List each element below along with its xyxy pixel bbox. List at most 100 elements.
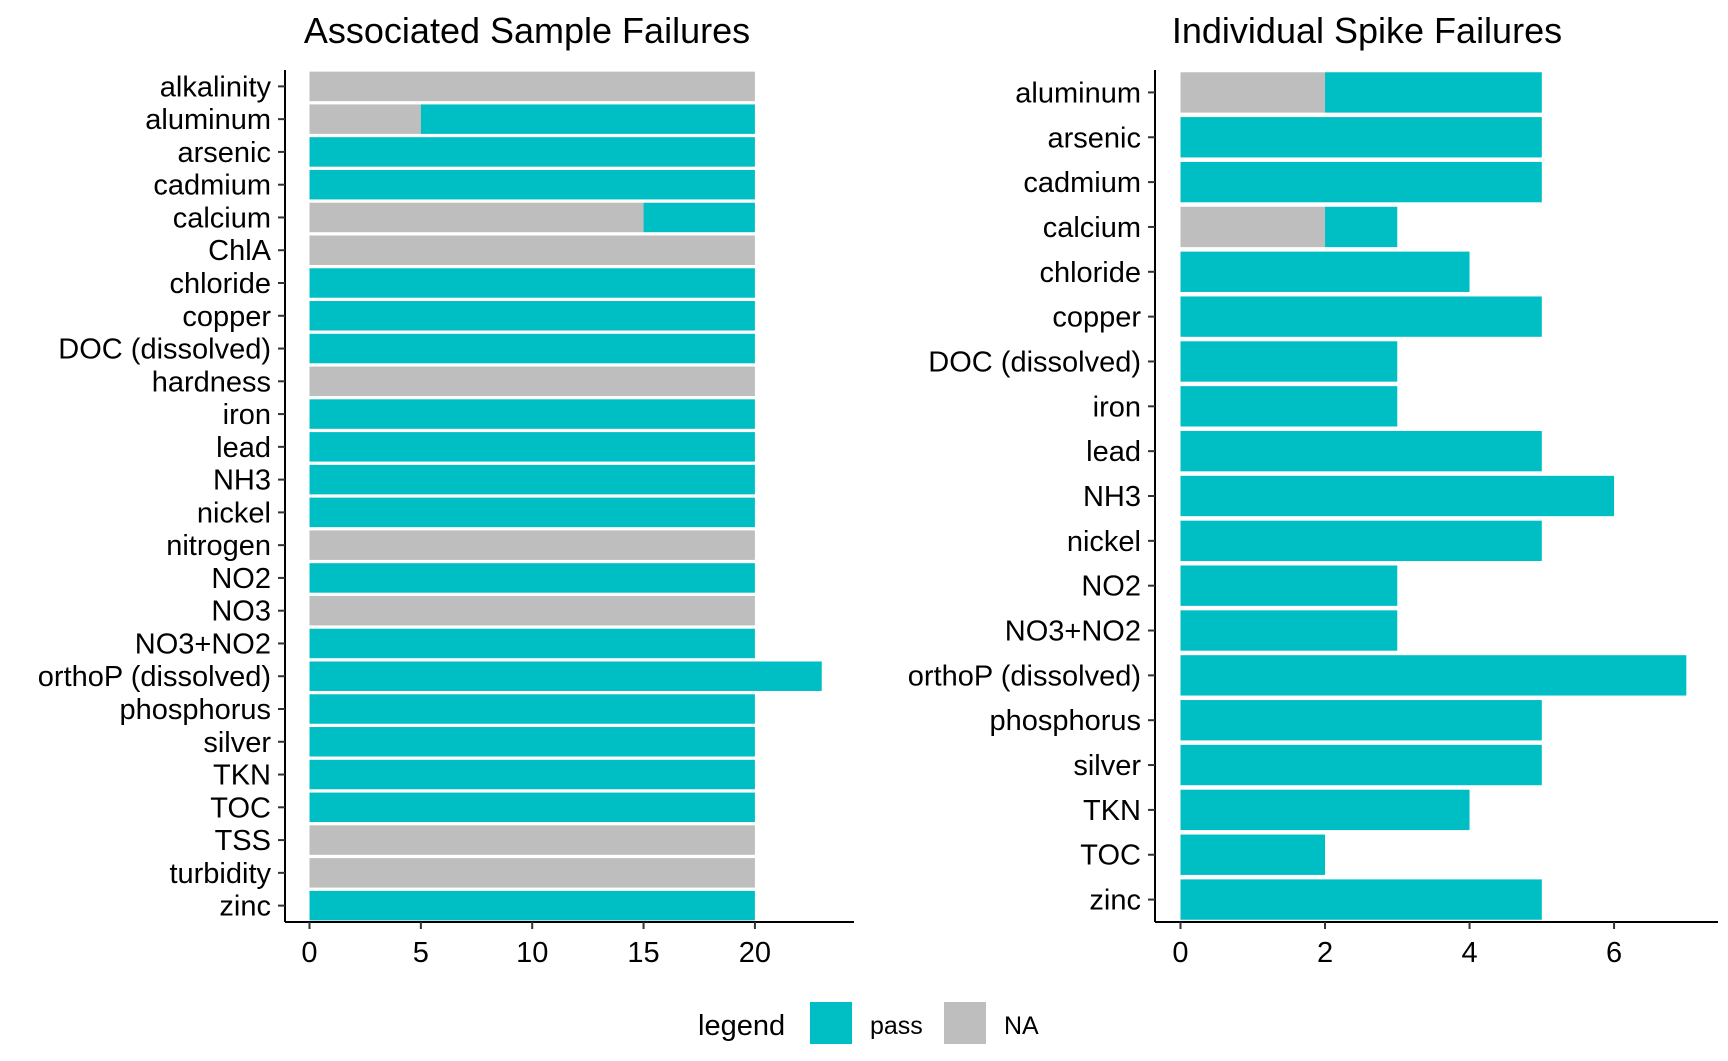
bar-tkn-pass	[309, 759, 755, 790]
bar-tkn-pass	[1180, 789, 1470, 831]
category-label: iron	[1093, 391, 1141, 423]
bar-alkalinity-na	[309, 71, 755, 102]
legend-title: legend	[698, 1010, 785, 1042]
category-label: copper	[1052, 302, 1141, 334]
bar-silver-pass	[1180, 744, 1542, 786]
bar-iron-pass	[309, 399, 755, 429]
bar-calcium-pass	[643, 202, 755, 233]
x-tick-label: 6	[1606, 937, 1622, 969]
category-label: calcium	[173, 202, 271, 234]
bar-doc-dissolved-pass	[309, 333, 755, 364]
legend: legend pass NA	[698, 1002, 1039, 1044]
bar-calcium-na	[309, 202, 644, 233]
category-label: nitrogen	[166, 530, 271, 562]
bar-copper-pass	[309, 301, 755, 331]
bar-nh3-pass	[309, 464, 755, 495]
bar-zinc-pass	[1180, 879, 1542, 920]
bar-chloride-pass	[1180, 251, 1470, 292]
bar-lead-pass	[309, 432, 755, 462]
bar-zinc-pass	[309, 890, 755, 921]
category-label: NO2	[1081, 571, 1141, 603]
bar-no3-no2-pass	[309, 628, 755, 659]
category-label: zinc	[1089, 885, 1141, 917]
bar-orthop-dissolved-pass	[309, 661, 822, 691]
x-tick-label: 15	[627, 937, 659, 969]
category-label: aluminum	[145, 104, 271, 136]
bar-doc-dissolved-pass	[1180, 341, 1398, 382]
category-label: cadmium	[1023, 167, 1141, 199]
bar-phosphorus-pass	[1180, 700, 1542, 741]
category-label: NO2	[211, 563, 271, 595]
category-label: arsenic	[178, 137, 272, 169]
x-tick-label: 5	[413, 937, 429, 969]
bar-tss-na	[309, 825, 755, 855]
bar-iron-pass	[1180, 386, 1398, 427]
bar-toc-pass	[309, 792, 755, 823]
category-label: lead	[1086, 436, 1141, 468]
bar-silver-pass	[309, 727, 755, 757]
category-label: TOC	[210, 792, 271, 824]
x-tick-label: 10	[516, 937, 548, 969]
bar-turbidity-na	[309, 858, 755, 888]
category-label: TKN	[213, 760, 271, 792]
category-label: zinc	[219, 891, 271, 923]
legend-swatch-na	[944, 1002, 986, 1044]
bar-nickel-pass	[309, 497, 755, 528]
category-label: phosphorus	[119, 694, 271, 726]
x-tick-label: 2	[1317, 937, 1333, 969]
panel-associated-sample-failures: Associated Sample Failures alkalinityalu…	[38, 10, 854, 969]
legend-swatch-pass	[810, 1002, 852, 1044]
bar-nh3-pass	[1180, 475, 1615, 517]
bar-chla-na	[309, 235, 755, 265]
category-label: DOC (dissolved)	[928, 346, 1141, 378]
category-label: orthoP (dissolved)	[908, 660, 1141, 692]
category-label: NH3	[1083, 481, 1141, 513]
category-label: silver	[1073, 750, 1141, 782]
bar-no3-na	[309, 595, 755, 626]
category-label: copper	[182, 301, 271, 333]
category-label: TOC	[1080, 840, 1141, 872]
bar-no3-no2-pass	[1180, 610, 1398, 651]
category-label: chloride	[169, 268, 271, 300]
bar-calcium-na	[1180, 206, 1326, 248]
bar-aluminum-na	[309, 104, 421, 134]
category-label: iron	[223, 399, 271, 431]
legend-label-na: NA	[1004, 1012, 1039, 1040]
bar-aluminum-pass	[1325, 72, 1542, 113]
bar-hardness-na	[309, 366, 755, 397]
category-label: arsenic	[1048, 122, 1142, 154]
category-label: TSS	[215, 825, 271, 857]
category-label: NH3	[213, 465, 271, 497]
x-tick-label: 4	[1461, 937, 1477, 969]
bar-cadmium-pass	[1180, 161, 1542, 203]
x-tick-label: 0	[1172, 937, 1188, 969]
category-label: hardness	[152, 366, 271, 398]
category-label: orthoP (dissolved)	[38, 661, 271, 693]
category-label: ChlA	[208, 235, 272, 267]
bar-no2-pass	[1180, 565, 1398, 606]
category-label: cadmium	[153, 170, 271, 202]
bar-lead-pass	[1180, 430, 1542, 472]
category-label: chloride	[1039, 257, 1141, 289]
bar-calcium-pass	[1325, 206, 1398, 248]
legend-label-pass: pass	[870, 1012, 923, 1040]
bar-copper-pass	[1180, 296, 1542, 337]
category-label: DOC (dissolved)	[58, 334, 271, 366]
bar-chloride-pass	[309, 268, 755, 298]
category-label: TKN	[1083, 795, 1141, 827]
bar-orthop-dissolved-pass	[1180, 655, 1687, 696]
x-tick-label: 20	[739, 937, 771, 969]
panel-individual-spike-failures: Individual Spike Failures aluminum arseni…	[908, 10, 1718, 969]
bar-aluminum-na	[1180, 72, 1326, 113]
category-label: silver	[203, 727, 271, 759]
category-label: NO3	[211, 596, 271, 628]
bar-no2-pass	[309, 563, 755, 593]
panel-title: Associated Sample Failures	[304, 10, 750, 51]
category-label: nickel	[1067, 526, 1141, 558]
category-label: alkalinity	[160, 71, 272, 103]
bar-phosphorus-pass	[309, 694, 755, 724]
category-label: lead	[216, 432, 271, 464]
category-label: calcium	[1043, 212, 1141, 244]
